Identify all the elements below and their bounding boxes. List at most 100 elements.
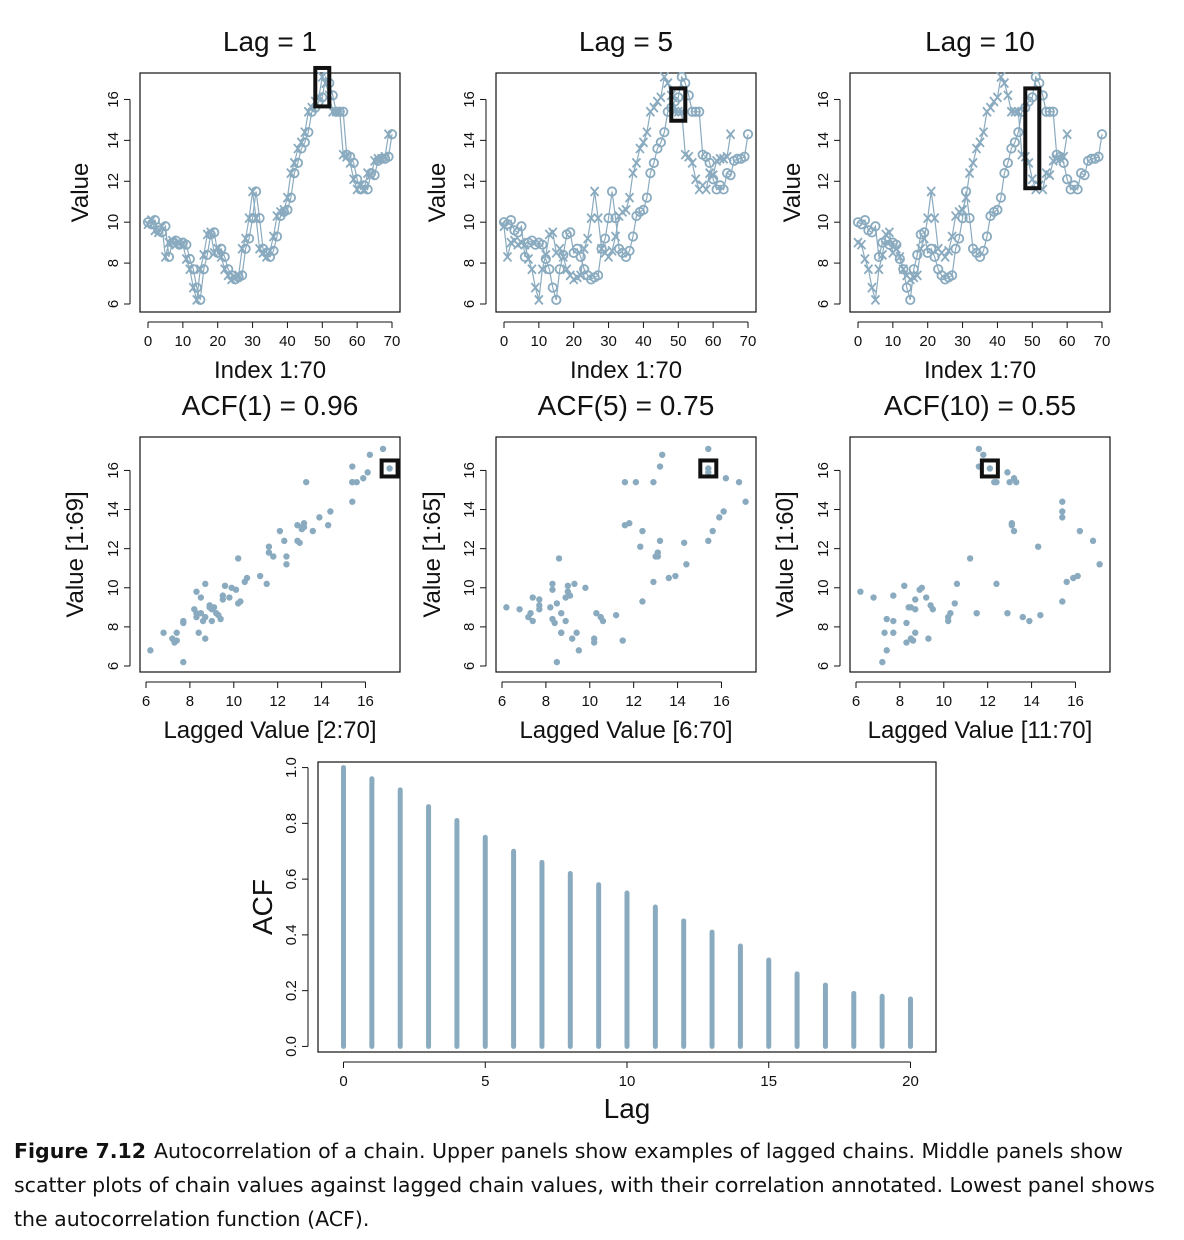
y-tick-label: 1.0 — [283, 757, 300, 778]
marker-stroke — [725, 129, 736, 140]
marker-stroke — [971, 143, 982, 154]
marker-stroke — [220, 264, 230, 275]
chain-point-lagged — [912, 270, 922, 281]
marker-stroke — [978, 127, 989, 138]
x-axis-label: Index 1:70 — [214, 357, 326, 384]
marker-stroke — [537, 264, 548, 275]
panel-title: Lag = 10 — [925, 26, 1035, 57]
scatter-point — [1010, 527, 1018, 535]
marker-stroke — [874, 264, 884, 275]
marker-stroke — [628, 167, 638, 179]
marker-stroke — [916, 243, 926, 254]
y-axis-label: Value — [67, 163, 94, 223]
x-tick-label: 10 — [935, 693, 952, 710]
marker-stroke — [691, 174, 701, 185]
chain-point-lagged — [586, 212, 596, 224]
scatter-point — [639, 598, 646, 605]
chain-point-lagged — [656, 92, 666, 103]
scatter-point — [529, 617, 536, 625]
x-tick-label: 12 — [625, 693, 642, 710]
scatter-point — [881, 629, 888, 636]
chain-point-lagged — [978, 127, 989, 138]
marker-stroke — [687, 157, 697, 168]
marker-stroke — [206, 227, 216, 238]
chain-point-original — [537, 239, 548, 250]
chain-point-lagged — [328, 106, 338, 117]
scatter-point — [226, 594, 233, 601]
chain-point-lagged — [1052, 153, 1062, 164]
marker-stroke — [638, 137, 649, 148]
scatter-point — [243, 574, 251, 582]
chain-point-lagged — [1003, 90, 1013, 101]
scatter-point — [923, 594, 930, 601]
chain-point-lagged — [860, 253, 870, 265]
marker-stroke — [555, 243, 565, 254]
x-axis-label: Lag — [604, 1093, 651, 1124]
marker-stroke — [999, 77, 1010, 89]
chain-point-lagged — [663, 77, 673, 89]
marker-stroke — [362, 167, 373, 179]
chain-point-original — [624, 245, 635, 256]
scatter-point — [232, 586, 240, 593]
chain-point-lagged — [691, 174, 701, 185]
panel-top-1-axes — [480, 72, 757, 328]
scatter-point — [903, 619, 910, 627]
x-tick-label: 20 — [919, 333, 936, 350]
y-tick-label: 10 — [461, 579, 478, 596]
marker-stroke — [261, 251, 272, 263]
scatter-point — [1010, 475, 1018, 482]
scatter-point — [562, 594, 569, 601]
marker-stroke — [926, 186, 936, 197]
marker-stroke — [1010, 106, 1020, 117]
y-tick-label: 12 — [105, 540, 122, 557]
scatter-point — [364, 469, 371, 476]
scatter-point — [197, 609, 205, 617]
scatter-point — [536, 606, 543, 613]
scatter-point — [593, 609, 600, 617]
chain-point-lagged — [624, 192, 635, 203]
marker-stroke — [300, 127, 310, 138]
y-tick-label: 6 — [105, 300, 122, 308]
chain-point-lagged — [673, 106, 683, 117]
chain-point-lagged — [684, 151, 694, 162]
lagged-chain-series — [142, 65, 398, 306]
scatter-point — [303, 478, 310, 486]
scatter-point — [1019, 613, 1026, 621]
chain-point-original — [926, 243, 937, 254]
y-tick-label: 14 — [461, 501, 478, 518]
chain-point-lagged — [898, 264, 908, 275]
chain-point-original — [547, 282, 558, 293]
chain-point-lagged — [725, 129, 736, 140]
marker-stroke — [296, 137, 307, 148]
marker-stroke — [185, 264, 195, 275]
chain-point-original — [742, 129, 754, 140]
scatter-point — [316, 514, 323, 521]
x-tick-label: 12 — [269, 693, 286, 710]
scatter-point — [193, 588, 200, 595]
y-tick-label: 14 — [815, 132, 832, 149]
chain-point-lagged — [642, 127, 652, 138]
marker-stroke — [923, 212, 933, 224]
marker-stroke — [534, 294, 544, 306]
marker-stroke — [548, 227, 558, 238]
marker-stroke — [947, 231, 957, 242]
chain-point-lagged — [957, 204, 968, 216]
scatter-point — [309, 527, 316, 535]
scatter-point — [202, 635, 209, 642]
scatter-point — [564, 582, 572, 590]
scatter-point — [951, 600, 958, 607]
chain-point-lagged — [1006, 106, 1017, 117]
marker-stroke — [663, 77, 673, 89]
x-tick-label: 8 — [896, 693, 904, 710]
scatter-point — [1034, 543, 1042, 550]
scatter-point — [944, 617, 952, 625]
chain-point-original — [1041, 106, 1052, 117]
chain-point-lagged — [251, 212, 261, 224]
scatter-point — [1059, 598, 1066, 605]
chain-point-lagged — [265, 245, 275, 256]
scatter-point — [912, 629, 919, 636]
y-tick-label: 14 — [461, 132, 478, 149]
chain-point-original — [572, 243, 583, 254]
chain-point-original — [596, 243, 607, 254]
